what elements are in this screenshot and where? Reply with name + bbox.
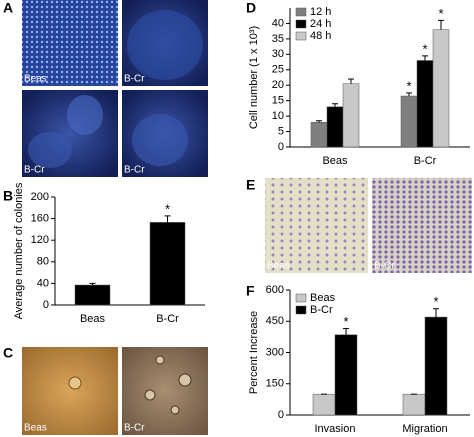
y-tick-label: 150 [266,378,284,390]
bar [326,106,344,148]
y-tick-label: 600 [266,284,284,296]
y-tick-label: 25 [272,64,284,76]
legend-swatch [295,293,307,303]
micrograph-a [22,0,208,177]
y-axis-label: Average number of colonies [13,182,25,319]
micrograph-e [265,178,472,273]
legend-swatch [295,7,307,17]
panel-label: A [3,0,13,16]
significance-marker: * [422,41,427,56]
y-tick-label: 80 [37,256,49,268]
image-label: Beas [24,423,47,434]
panel-label: D [246,0,256,16]
x-tick-label: B-Cr [414,155,437,167]
significance-marker: * [165,201,170,216]
y-tick-label: 35 [272,33,284,45]
significance-marker: * [438,6,443,21]
y-axis-label: Cell number (1 x 10³) [248,26,260,129]
significance-marker: * [406,78,411,93]
micrograph-c [22,347,208,435]
y-tick-label: 0 [278,141,284,153]
image-label: B-Cr [124,74,145,85]
panel-label: B [3,188,13,204]
legend-swatch [295,19,307,29]
legend-label: Beas [310,292,336,304]
legend-swatch [295,305,307,315]
y-tick-label: 40 [272,17,284,29]
image-label: Beas [24,74,47,85]
y-tick-label: 40 [37,277,49,289]
y-tick-label: 200 [31,191,49,203]
bar [334,334,358,416]
bar [402,393,426,416]
y-tick-label: 300 [266,346,284,358]
y-tick-label: 0 [43,299,49,311]
image-label: B-Cr [374,261,395,272]
y-tick-label: 0 [278,409,284,421]
bar [432,29,450,148]
panel-label: F [246,283,255,299]
x-tick-label: B-Cr [156,313,179,325]
bar [424,316,448,416]
significance-marker: * [343,314,348,329]
image-label: B-Cr [124,423,145,434]
panel-label: E [246,177,255,193]
bar [416,60,434,148]
x-tick-label: Beas [322,155,348,167]
y-tick-label: 160 [31,213,49,225]
y-tick-label: 10 [272,110,284,122]
image-label: Beas [267,261,290,272]
bar [310,122,328,148]
y-tick-label: 5 [278,125,284,137]
x-tick-label: Migration [402,423,447,435]
legend-label: 24 h [310,18,331,30]
legend-label: 12 h [310,6,331,18]
bar [149,222,186,306]
image-label: B-Cr [24,165,45,176]
legend-label: 48 h [310,30,331,42]
x-tick-label: Invasion [315,423,356,435]
y-tick-label: 30 [272,48,284,60]
panel-label: C [3,345,13,361]
image-label: B-Cr [124,165,145,176]
legend-swatch [295,31,307,41]
bar [74,284,111,306]
y-tick-label: 120 [31,234,49,246]
bar [312,393,336,416]
y-tick-label: 20 [272,79,284,91]
legend-label: B-Cr [310,304,333,316]
significance-marker: * [433,294,438,309]
bar [400,95,418,148]
y-tick-label: 450 [266,315,284,327]
y-tick-label: 15 [272,95,284,107]
x-tick-label: Beas [80,313,106,325]
bar [342,83,360,148]
y-axis-label: Percent Increase [248,311,260,394]
